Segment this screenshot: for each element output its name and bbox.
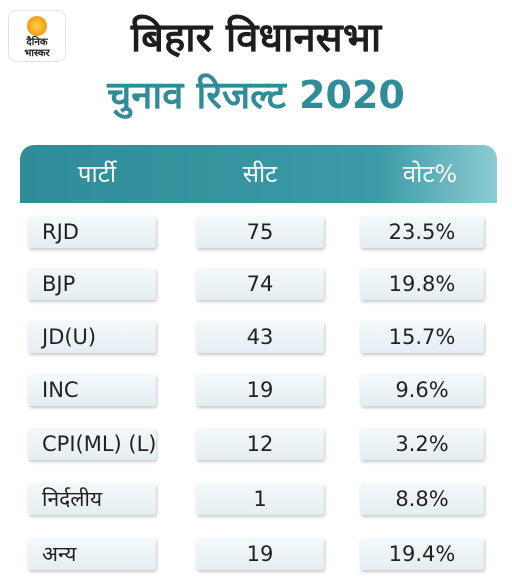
table-row: RJD 75 23.5% <box>0 212 512 252</box>
logo-text-line2: भास्कर <box>24 48 50 59</box>
table-row: INC 19 9.6% <box>0 370 512 410</box>
party-cell: अन्य <box>28 538 156 570</box>
party-cell: निर्दलीय <box>28 483 156 515</box>
seats-cell: 12 <box>196 428 324 460</box>
table-row: JD(U) 43 15.7% <box>0 317 512 357</box>
table-row: CPI(ML) (L) 12 3.2% <box>0 424 512 464</box>
table-row: BJP 74 19.8% <box>0 264 512 304</box>
logo-text-line1: दैनिक <box>26 37 48 48</box>
seats-cell: 43 <box>196 321 324 353</box>
dainik-bhaskar-logo: दैनिक भास्कर <box>8 10 66 62</box>
header-party: पार्टी <box>77 160 117 188</box>
party-cell: BJP <box>28 268 156 300</box>
header-seats: सीट <box>242 160 278 188</box>
vote-cell: 9.6% <box>360 374 484 406</box>
party-cell: RJD <box>28 216 156 248</box>
vote-cell: 19.4% <box>360 538 484 570</box>
table-row: अन्य 19 19.4% <box>0 534 512 574</box>
vote-cell: 8.8% <box>360 483 484 515</box>
seats-cell: 75 <box>196 216 324 248</box>
table-header: पार्टी सीट वोट% <box>20 145 497 203</box>
vote-cell: 15.7% <box>360 321 484 353</box>
header-vote-percent: वोट% <box>402 160 458 188</box>
party-cell: JD(U) <box>28 321 156 353</box>
seats-cell: 1 <box>196 483 324 515</box>
vote-cell: 23.5% <box>360 216 484 248</box>
vote-cell: 3.2% <box>360 428 484 460</box>
seats-cell: 19 <box>196 538 324 570</box>
seats-cell: 74 <box>196 268 324 300</box>
vote-cell: 19.8% <box>360 268 484 300</box>
table-row: निर्दलीय 1 8.8% <box>0 479 512 519</box>
seats-cell: 19 <box>196 374 324 406</box>
party-cell: INC <box>28 374 156 406</box>
sun-icon <box>27 16 47 36</box>
party-cell: CPI(ML) (L) <box>28 428 157 460</box>
page-subtitle: चुनाव रिजल्ट 2020 <box>107 73 405 117</box>
page-title: बिहार विधानसभा <box>130 15 382 61</box>
